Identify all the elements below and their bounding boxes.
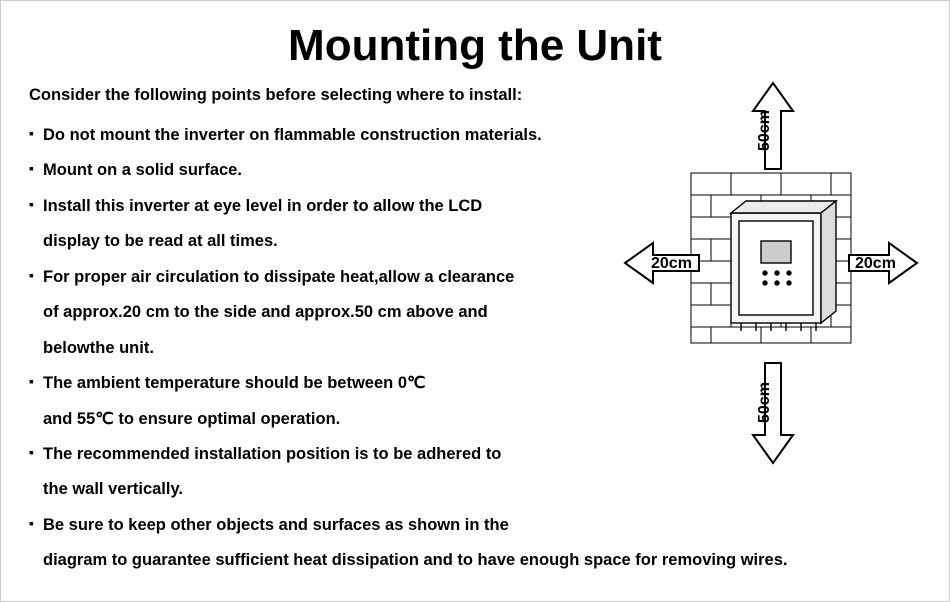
svg-text:20cm: 20cm (855, 255, 896, 272)
bullet-continuation: and 55℃ to ensure optimal operation. (29, 402, 613, 437)
svg-text:20cm: 20cm (651, 255, 692, 272)
intro-text: Consider the following points before sel… (29, 83, 613, 108)
arrow-up: 50cm (753, 83, 793, 169)
bullet-item: The recommended installation position is… (29, 437, 613, 472)
diagram-column: 50cm 50cm 20cm 20cm (621, 83, 921, 543)
arrow-down: 50cm (753, 363, 793, 463)
bullet-item: Do not mount the inverter on flammable c… (29, 118, 613, 153)
bullet-item: The ambient temperature should be betwee… (29, 366, 613, 401)
bullet-item: Be sure to keep other objects and surfac… (29, 508, 613, 543)
text-column: Consider the following points before sel… (29, 83, 621, 543)
svg-text:50cm: 50cm (756, 110, 773, 151)
bullet-continuation: display to be read at all times. (29, 224, 613, 259)
arrow-right: 20cm (849, 243, 917, 283)
last-line-text: diagram to guarantee sufficient heat dis… (1, 543, 949, 578)
bullet-item: Install this inverter at eye level in or… (29, 189, 613, 224)
clearance-diagram: 50cm 50cm 20cm 20cm (621, 73, 921, 473)
bullet-continuation: belowthe unit. (29, 331, 613, 366)
svg-text:50cm: 50cm (756, 382, 773, 423)
content-area: Consider the following points before sel… (1, 83, 949, 543)
bullet-item: For proper air circulation to dissipate … (29, 260, 613, 295)
bullet-continuation: the wall vertically. (29, 472, 613, 507)
arrow-left: 20cm (625, 243, 699, 283)
inverter-unit (731, 201, 836, 331)
page-title: Mounting the Unit (1, 1, 949, 83)
bullet-continuation: of approx.20 cm to the side and approx.5… (29, 295, 613, 330)
bullet-item: Mount on a solid surface. (29, 153, 613, 188)
bullet-list: Do not mount the inverter on flammable c… (29, 118, 613, 544)
